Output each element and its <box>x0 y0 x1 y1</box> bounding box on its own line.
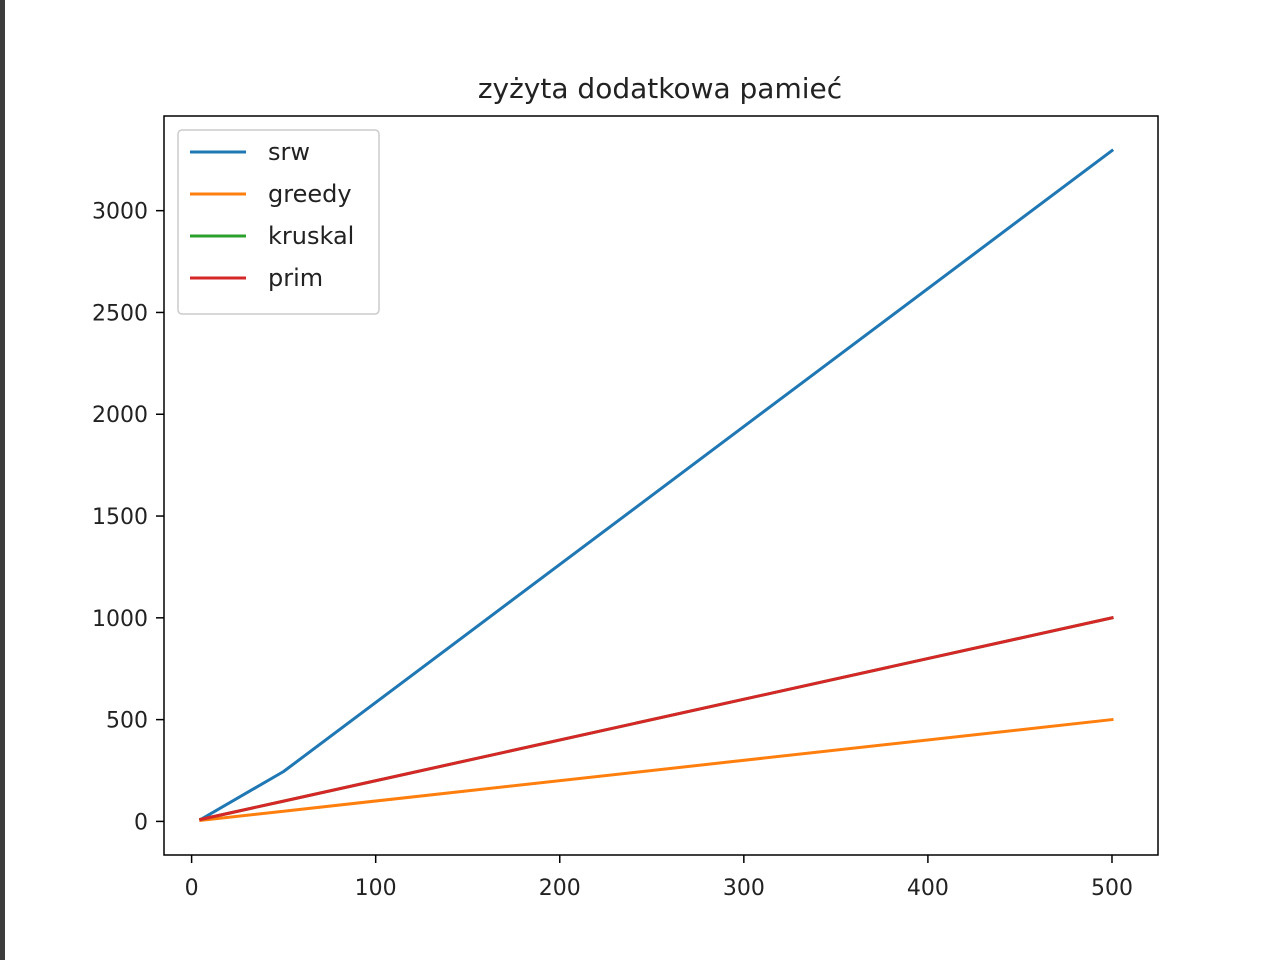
x-tick-label: 400 <box>907 876 949 901</box>
series-line-srw <box>198 148 1115 822</box>
y-tick-label: 2500 <box>92 301 148 326</box>
y-tick-label: 0 <box>134 810 148 835</box>
y-tick-label: 1500 <box>92 505 148 530</box>
window-edge <box>0 0 5 960</box>
y-tick-label: 500 <box>106 709 148 734</box>
y-tick-label: 1000 <box>92 607 148 632</box>
y-tick-label: 3000 <box>92 200 148 225</box>
legend-box <box>177 129 380 315</box>
y-tick-label: 2000 <box>92 403 148 428</box>
legend-label-greedy: greedy <box>268 180 352 208</box>
chart-title: zyżyta dodatkowa pamieć <box>478 72 842 105</box>
legend-label-kruskal: kruskal <box>268 222 354 250</box>
x-tick-label: 500 <box>1091 876 1133 901</box>
x-tick-label: 0 <box>185 876 199 901</box>
legend-label-srw: srw <box>268 138 310 166</box>
x-tick-label: 200 <box>539 876 581 901</box>
series-line-prim <box>199 616 1114 822</box>
x-tick-label: 100 <box>355 876 397 901</box>
legend: srw greedy kruskal prim <box>177 129 380 315</box>
series-line-greedy <box>199 717 1114 823</box>
axes: 0 100 200 300 400 500 0 500 1000 1500 2000 2500 3000 <box>92 115 1159 901</box>
plot-area <box>198 148 1115 823</box>
legend-label-prim: prim <box>268 264 323 292</box>
plot-frame <box>163 115 1159 856</box>
x-tick-label: 300 <box>723 876 765 901</box>
